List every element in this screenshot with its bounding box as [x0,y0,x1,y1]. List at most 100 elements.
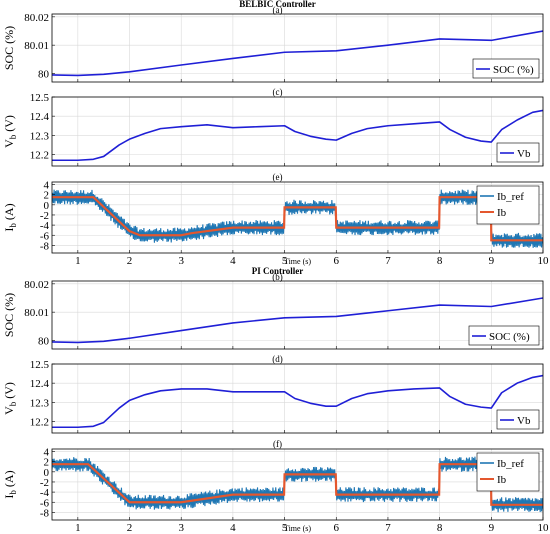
y-tick-label: 80.01 [24,307,49,319]
legend-box [496,409,540,430]
y-tick-label: 2 [44,457,50,469]
series-line-ib [52,196,543,242]
legend: Vb [496,142,540,163]
y-tick-label: 80 [38,336,50,348]
x-tick-label: 4 [230,255,236,267]
axes-frame [51,280,544,350]
chart-panel-4: PI Controller(b) 80 80.01 80.02 SOC (%) SOC (… [2,266,544,350]
x-tick-label: 8 [437,522,443,534]
x-tick-label: 7 [385,522,391,534]
legend-box [496,142,540,163]
y-tick-label: -4 [40,220,50,232]
y-tick-label: 4 [44,447,50,459]
x-tick-label: 9 [489,522,495,534]
x-tick-label: 7 [385,255,391,267]
y-axis-label: Vb (V) [2,382,18,415]
legend-box [476,185,540,225]
y-tick-label: 80.02 [24,279,49,291]
x-tick-label: 2 [127,255,133,267]
legend: Ib_ref Ib [476,452,540,492]
legend: Ib_ref Ib [476,185,540,225]
panel-label: (d) [272,354,283,364]
legend: SOC (%) [472,58,540,79]
series-line [52,30,543,77]
panel-label: (a) [273,5,283,15]
plot-area [52,109,543,162]
legend-box [472,58,540,79]
y-axis-label: SOC (%) [2,26,16,70]
y-tick-label: -6 [40,497,50,509]
y-tick-label: -8 [40,507,50,519]
y-axis-label: Ib (A) [2,203,18,231]
x-tick-label: 10 [538,255,550,267]
y-tick-label: 4 [44,180,50,192]
panel-label: (f) [273,439,282,449]
x-tick-label: 9 [489,255,495,267]
y-tick-label: -2 [40,477,49,489]
x-axis-label: Time (s) [284,257,311,266]
grid [52,182,544,253]
y-tick-label: 80.02 [24,12,49,24]
chart-title: BELBIC Controller [239,0,316,9]
axes-frame [51,96,544,167]
plot-area [52,374,543,429]
series-line [52,109,543,162]
x-tick-label: 1 [75,522,81,534]
legend-label: Ib_ref [497,458,524,470]
legend-label: Vb [517,148,531,160]
y-tick-label: 0 [44,200,50,212]
x-tick-label: 3 [178,255,184,267]
y-tick-label: 80.01 [24,40,49,52]
plot-area [52,189,543,248]
series-line-ib-ref [52,456,543,513]
y-tick-label: -2 [40,210,49,222]
y-axis-label: Ib (A) [2,470,18,498]
panel-label: (c) [273,87,283,97]
legend-label: Ib [497,207,507,219]
series-line-ib-ref [52,189,543,248]
axes-frame [51,13,544,83]
x-tick-label: 4 [230,522,236,534]
y-axis-label: SOC (%) [2,293,16,337]
legend: Vb [496,409,540,430]
plot-area [52,30,543,77]
y-tick-label: -4 [40,487,50,499]
legend-box [476,452,540,492]
y-tick-label: -6 [40,230,50,242]
legend-label: Ib_ref [497,191,524,203]
y-tick-label: 12.3 [30,397,50,409]
legend-label: SOC (%) [489,331,530,343]
x-tick-label: 6 [334,255,340,267]
legend-label: Ib [497,474,507,486]
chart-panel-1: BELBIC Controller(a) 80 80.01 80.02 SOC (%) S… [2,0,544,83]
plot-area [52,456,543,513]
y-tick-label: -8 [40,240,50,252]
legend-label: SOC (%) [493,64,534,76]
x-axis-label: Time (s) [284,524,311,533]
y-tick-label: 0 [44,467,50,479]
axes-frame [51,181,544,254]
y-tick-label: 2 [44,190,50,202]
y-tick-label: 12.4 [30,111,50,123]
x-tick-label: 5 [282,522,288,534]
x-tick-label: 6 [334,522,340,534]
chart-panel-5: (d) 12.2 12.3 12.4 12.5 Vb (V) Vb [2,354,544,434]
y-tick-label: 12.2 [30,150,49,162]
chart-title: PI Controller [252,266,304,276]
y-tick-label: 12.3 [30,130,50,142]
y-tick-label: 12.4 [30,378,50,390]
x-tick-label: 8 [437,255,443,267]
panel-label: (e) [273,172,283,182]
legend-label: Vb [517,415,531,427]
legend: SOC (%) [468,325,540,346]
chart-panel-2: (c) 12.2 12.3 12.4 12.5 Vb (V) Vb [2,87,544,167]
x-tick-label: 10 [538,522,550,534]
plot-area [52,297,543,344]
y-tick-label: 12.2 [30,417,49,429]
x-tick-label: 1 [75,255,81,267]
x-tick-label: 3 [178,522,184,534]
x-tick-label: 5 [282,255,288,267]
